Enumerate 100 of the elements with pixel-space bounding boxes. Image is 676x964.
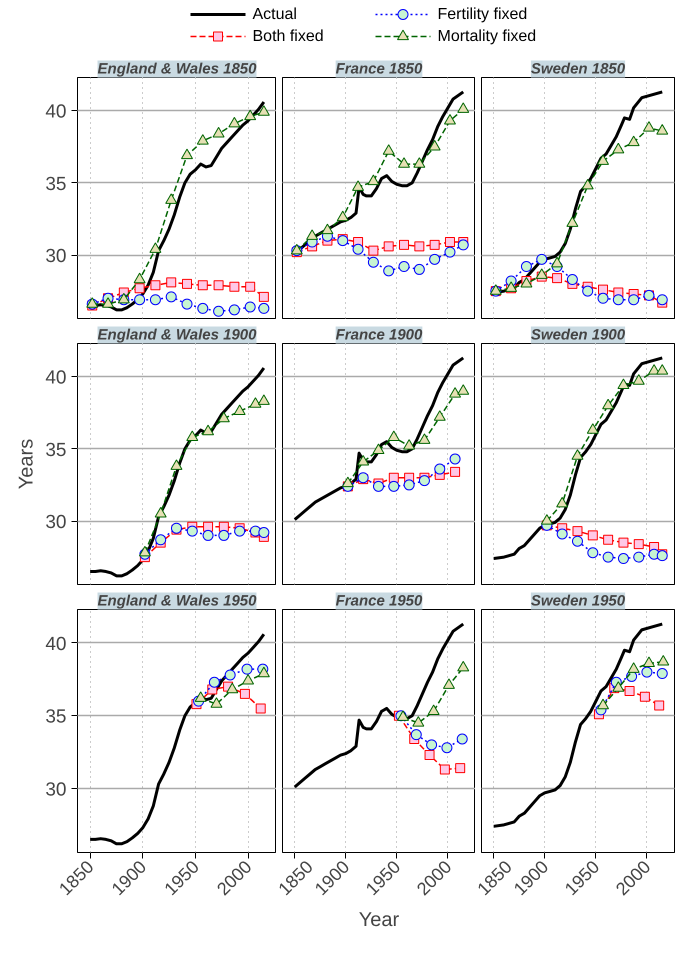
point <box>597 154 610 165</box>
point <box>149 242 162 253</box>
point <box>198 280 208 290</box>
point <box>556 528 568 540</box>
point <box>556 496 568 508</box>
y-tick-label: 35 <box>45 706 67 728</box>
point <box>434 410 446 421</box>
y-tick-label: 40 <box>45 634 67 655</box>
legend-label: Fertility fixed <box>438 6 528 23</box>
point <box>656 124 668 135</box>
point <box>212 126 225 138</box>
point <box>449 387 462 398</box>
point <box>413 157 426 168</box>
point <box>182 278 192 289</box>
y-tick-label: 40 <box>45 102 67 123</box>
point <box>256 703 266 714</box>
point <box>388 472 399 483</box>
point <box>520 261 532 272</box>
point <box>245 282 256 292</box>
point <box>242 664 253 675</box>
y-tick-label: 30 <box>45 779 67 800</box>
point <box>150 280 160 290</box>
point <box>357 454 370 466</box>
legend-label: Both fixed <box>252 28 324 45</box>
point <box>656 364 668 375</box>
point <box>244 110 256 120</box>
point <box>572 536 583 547</box>
point <box>434 464 446 475</box>
point <box>214 280 224 290</box>
point <box>586 423 599 434</box>
point <box>598 292 609 304</box>
y-tick-label: 30 <box>45 512 67 534</box>
legend-label: Mortality fixed <box>438 28 536 45</box>
point <box>382 144 395 155</box>
point <box>403 439 416 450</box>
point <box>536 254 548 265</box>
point <box>536 268 548 279</box>
chart-title: England & Wales 1850 <box>98 60 258 78</box>
point <box>165 193 178 204</box>
line-series <box>88 366 266 578</box>
point <box>598 284 608 295</box>
point <box>642 121 655 132</box>
y-axis-title: Years <box>15 438 38 490</box>
point <box>429 254 440 265</box>
chart-title: Sweden 1950 <box>530 592 626 610</box>
point <box>213 306 224 317</box>
point <box>258 666 270 678</box>
point <box>208 676 220 688</box>
point <box>582 286 594 297</box>
point <box>181 148 194 160</box>
point <box>166 277 176 288</box>
point <box>418 433 430 444</box>
y-tick-label: 30 <box>45 246 67 268</box>
point <box>457 384 470 395</box>
point <box>612 294 624 306</box>
point <box>540 514 553 525</box>
point <box>258 105 270 116</box>
point <box>372 480 384 492</box>
point <box>182 298 193 310</box>
point <box>571 449 584 460</box>
y-tick-label: 35 <box>45 440 67 461</box>
point <box>388 480 400 492</box>
point <box>566 274 578 286</box>
point <box>618 538 628 548</box>
chart-title: France 1900 <box>336 326 424 344</box>
point <box>352 244 364 255</box>
point <box>632 374 645 385</box>
chart-title: England & Wales 1900 <box>98 326 258 344</box>
line-series <box>88 632 266 846</box>
point <box>458 239 469 250</box>
chart-title: Sweden 1850 <box>530 60 626 78</box>
point <box>226 682 238 694</box>
point <box>134 294 146 306</box>
point <box>228 304 240 316</box>
point <box>582 178 594 190</box>
point <box>450 466 460 477</box>
point <box>450 453 461 464</box>
point <box>444 246 456 258</box>
point <box>368 246 378 256</box>
point <box>457 102 470 113</box>
point <box>634 539 644 550</box>
point <box>552 273 562 284</box>
point <box>372 443 384 454</box>
point <box>617 378 630 390</box>
point <box>633 552 644 563</box>
point <box>336 210 349 222</box>
point <box>194 691 207 702</box>
point <box>404 479 415 490</box>
x-axis-title: Year <box>358 909 400 932</box>
point <box>656 294 668 306</box>
point <box>240 688 250 699</box>
point <box>588 530 598 540</box>
point <box>368 256 379 268</box>
point <box>210 697 222 708</box>
point <box>388 430 400 441</box>
chart-title: Sweden 1900 <box>530 326 626 344</box>
point <box>384 241 394 252</box>
point <box>444 237 455 248</box>
point <box>383 265 394 276</box>
point <box>602 398 614 410</box>
